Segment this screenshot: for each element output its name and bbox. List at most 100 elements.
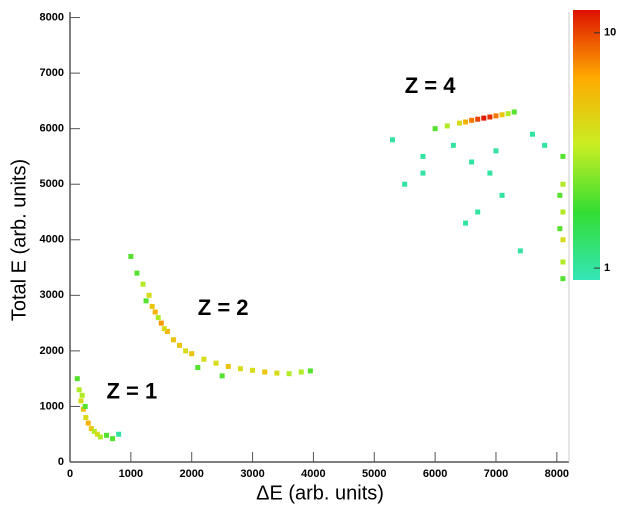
point bbox=[110, 436, 116, 442]
point bbox=[499, 192, 505, 198]
y-tick-label: 6000 bbox=[40, 123, 64, 135]
point bbox=[463, 220, 469, 226]
point bbox=[517, 248, 523, 254]
point bbox=[511, 109, 517, 115]
y-tick-label: 7000 bbox=[40, 67, 64, 79]
point bbox=[149, 303, 155, 309]
x-tick-label: 1000 bbox=[119, 468, 143, 480]
y-tick-label: 0 bbox=[58, 456, 64, 468]
color-bar bbox=[573, 10, 600, 280]
annotation: Z = 4 bbox=[405, 73, 457, 98]
point bbox=[94, 431, 100, 437]
point bbox=[183, 348, 189, 354]
point bbox=[78, 398, 84, 404]
point bbox=[463, 119, 469, 125]
point bbox=[450, 142, 456, 148]
point bbox=[237, 366, 243, 372]
x-tick-label: 4000 bbox=[301, 468, 325, 480]
y-tick-label: 3000 bbox=[40, 289, 64, 301]
point bbox=[177, 342, 183, 348]
point bbox=[134, 270, 140, 276]
point bbox=[225, 363, 231, 369]
x-tick-label: 2000 bbox=[179, 468, 203, 480]
point bbox=[189, 351, 195, 357]
point bbox=[274, 370, 280, 376]
point bbox=[116, 431, 122, 437]
point bbox=[560, 259, 566, 265]
point bbox=[469, 117, 475, 123]
point bbox=[85, 420, 91, 426]
point bbox=[487, 170, 493, 176]
point bbox=[219, 373, 225, 379]
point bbox=[82, 403, 88, 409]
y-axis-label: Total E (arb. units) bbox=[8, 159, 30, 321]
x-tick-label: 8000 bbox=[545, 468, 569, 480]
point bbox=[88, 426, 94, 432]
x-tick-label: 7000 bbox=[484, 468, 508, 480]
point bbox=[83, 415, 89, 421]
point bbox=[432, 126, 438, 132]
point bbox=[493, 113, 499, 119]
y-tick-label: 2000 bbox=[40, 345, 64, 357]
point bbox=[560, 181, 566, 187]
x-tick-label: 3000 bbox=[240, 468, 264, 480]
point bbox=[499, 112, 505, 118]
point bbox=[529, 131, 535, 137]
point bbox=[444, 123, 450, 129]
point bbox=[420, 170, 426, 176]
annotation: Z = 1 bbox=[107, 378, 158, 403]
point bbox=[557, 192, 563, 198]
point bbox=[560, 153, 566, 159]
point bbox=[560, 237, 566, 243]
point bbox=[128, 253, 134, 259]
point bbox=[557, 226, 563, 232]
point bbox=[262, 369, 268, 375]
point bbox=[161, 326, 167, 332]
color-tick-label: 10 bbox=[604, 27, 616, 39]
point bbox=[195, 365, 201, 371]
annotation: Z = 2 bbox=[198, 295, 249, 320]
point bbox=[456, 120, 462, 126]
point bbox=[164, 328, 170, 334]
point bbox=[475, 209, 481, 215]
point bbox=[487, 114, 493, 120]
point bbox=[152, 309, 158, 315]
point bbox=[80, 406, 86, 412]
point bbox=[143, 298, 149, 304]
x-tick-label: 0 bbox=[67, 468, 73, 480]
point bbox=[250, 367, 256, 373]
point bbox=[560, 209, 566, 215]
y-tick-label: 8000 bbox=[40, 11, 64, 23]
y-tick-label: 4000 bbox=[40, 234, 64, 246]
point bbox=[493, 148, 499, 154]
point bbox=[307, 368, 313, 374]
point bbox=[140, 281, 146, 287]
point bbox=[170, 337, 176, 343]
point bbox=[475, 116, 481, 122]
point bbox=[79, 392, 85, 398]
x-tick-label: 6000 bbox=[423, 468, 447, 480]
point bbox=[390, 137, 396, 143]
point bbox=[286, 371, 292, 377]
point bbox=[505, 111, 511, 117]
point bbox=[91, 428, 97, 434]
point bbox=[155, 315, 161, 321]
y-tick-label: 1000 bbox=[40, 400, 64, 412]
point bbox=[97, 434, 103, 440]
color-tick-label: 1 bbox=[604, 262, 610, 274]
point bbox=[560, 276, 566, 282]
x-tick-label: 5000 bbox=[362, 468, 386, 480]
point bbox=[213, 360, 219, 366]
point bbox=[201, 356, 207, 362]
x-axis-label: ΔE (arb. units) bbox=[256, 482, 384, 504]
point bbox=[298, 369, 304, 375]
point bbox=[74, 376, 80, 382]
point bbox=[402, 181, 408, 187]
point bbox=[481, 115, 487, 121]
point bbox=[420, 153, 426, 159]
point bbox=[104, 432, 110, 438]
y-tick-label: 5000 bbox=[40, 178, 64, 190]
point bbox=[158, 320, 164, 326]
point bbox=[146, 292, 152, 298]
